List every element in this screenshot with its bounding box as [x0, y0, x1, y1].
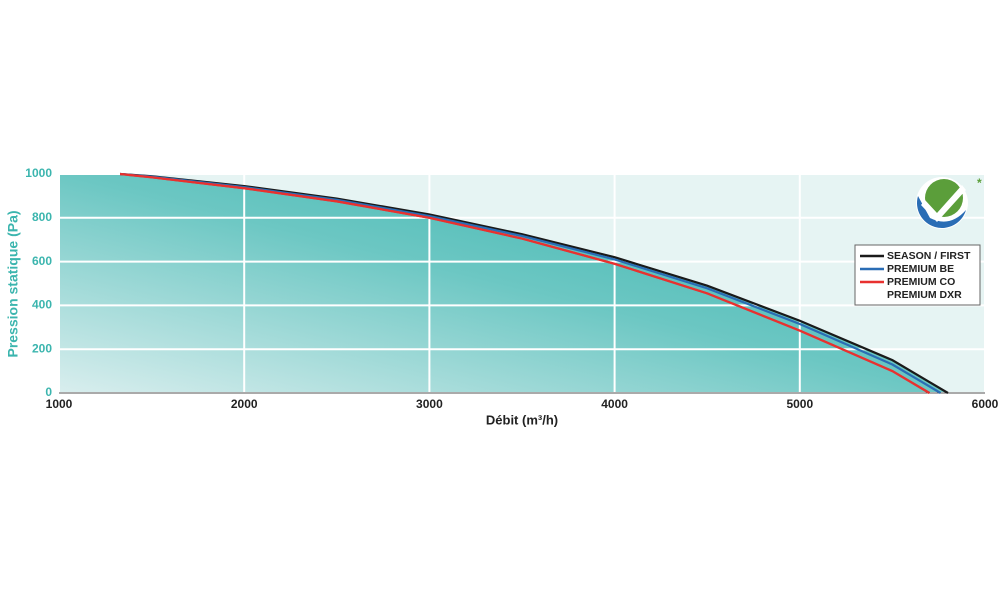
x-tick-label: 4000 — [601, 397, 628, 411]
y-axis-label: Pression statique (Pa) — [5, 210, 21, 357]
y-tick-label: 800 — [32, 210, 52, 224]
legend-label: PREMIUM BE — [887, 263, 954, 275]
y-tick-label: 600 — [32, 254, 52, 268]
x-tick-label: 6000 — [972, 397, 999, 411]
x-axis-label: Débit (m³/h) — [486, 412, 558, 427]
x-tick-label: 2000 — [231, 397, 258, 411]
y-tick-label: 0 — [45, 385, 52, 399]
x-tick-label: 3000 — [416, 397, 443, 411]
y-tick-label: 200 — [32, 341, 52, 355]
legend-label: SEASON / FIRST — [887, 250, 971, 262]
logo: * — [916, 176, 982, 229]
legend-label: PREMIUM CO — [887, 276, 955, 288]
y-tick-label: 400 — [32, 298, 52, 312]
svg-text:*: * — [977, 176, 982, 190]
x-tick-label: 1000 — [46, 397, 73, 411]
series-line — [120, 172, 930, 394]
legend-label: PREMIUM DXR — [887, 289, 962, 301]
area-fill — [59, 174, 948, 393]
x-tick-label: 5000 — [786, 397, 813, 411]
y-tick-label: 1000 — [25, 166, 52, 180]
